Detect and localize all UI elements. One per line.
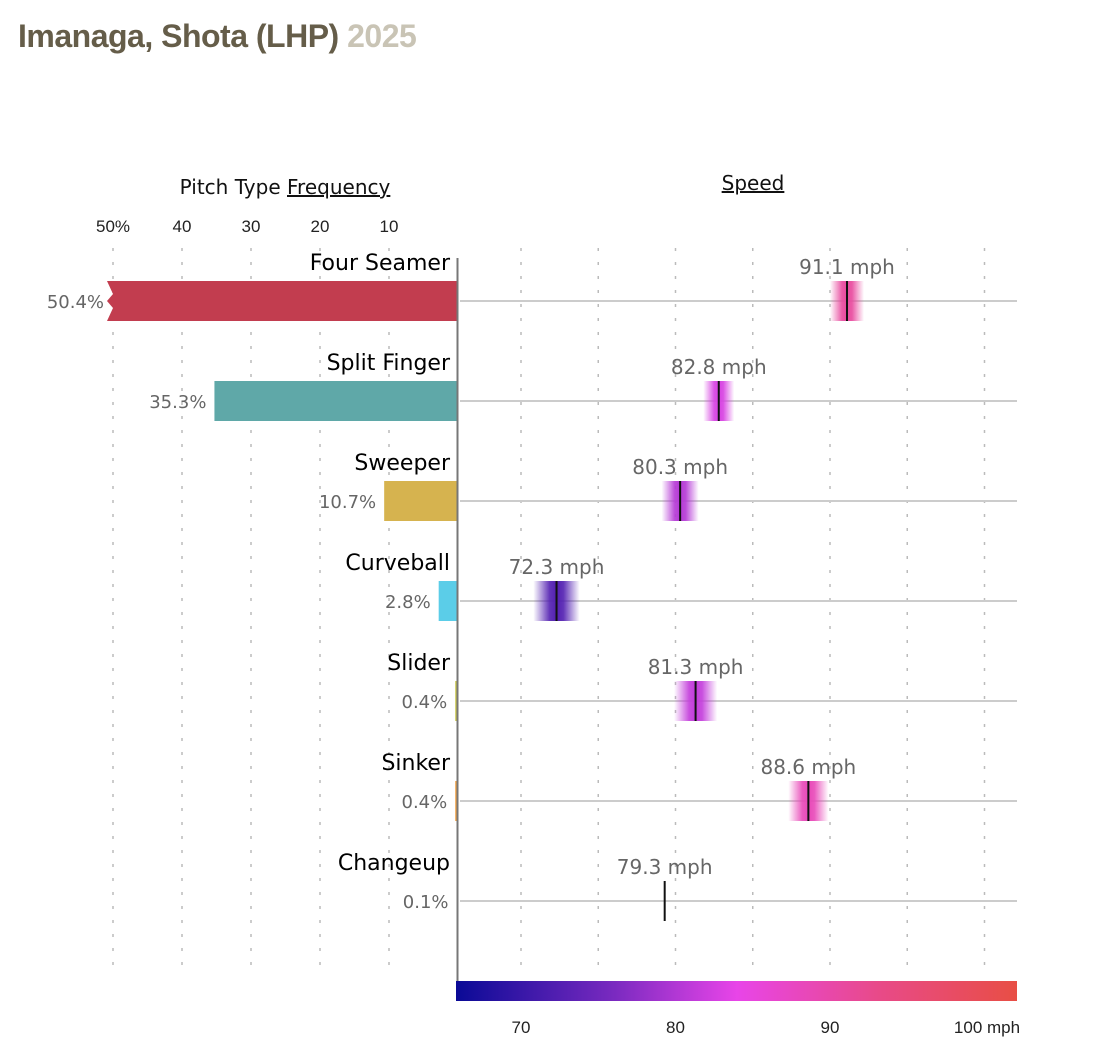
frequency-bar	[384, 481, 458, 521]
pitch-name: Slider	[387, 651, 451, 676]
speed-value-label: 88.6 mph	[760, 755, 856, 779]
frequency-bar	[438, 581, 458, 621]
pitch-row[interactable]: Sinker 0.4% 88.6 mph	[381, 751, 1017, 821]
speed-scale-labels: 70 80 90 100 mph	[512, 1018, 1021, 1037]
pitch-name: Sweeper	[354, 451, 451, 476]
pitch-row[interactable]: Slider 0.4% 81.3 mph	[387, 651, 1017, 721]
speed-value-label: 72.3 mph	[509, 555, 605, 579]
pitch-name: Changeup	[338, 851, 450, 876]
speed-title[interactable]: Speed	[722, 171, 785, 195]
pitch-rows: Four Seamer 50.4% 91.1 mph Split Finger 35.3…	[47, 251, 1017, 921]
speed-color-scale	[456, 981, 1017, 1001]
pitch-row[interactable]: Split Finger 35.3% 82.8 mph	[149, 351, 1017, 421]
speed-value-label: 91.1 mph	[799, 255, 895, 279]
frequency-title-plain: Pitch Type	[180, 175, 287, 199]
season-year: 2025	[347, 18, 417, 54]
speed-value-label: 82.8 mph	[671, 355, 767, 379]
speed-scale-label: 100 mph	[954, 1018, 1020, 1037]
speed-value-label: 80.3 mph	[632, 455, 728, 479]
frequency-value-label: 50.4%	[47, 292, 104, 313]
pitch-name: Sinker	[381, 751, 451, 776]
frequency-value-label: 2.8%	[385, 592, 431, 613]
frequency-ticks: 50% 40 30 20 10	[96, 217, 398, 236]
speed-value-label: 81.3 mph	[648, 655, 744, 679]
frequency-value-label: 35.3%	[149, 392, 206, 413]
frequency-value-label: 10.7%	[319, 492, 376, 513]
pitch-name: Split Finger	[327, 351, 451, 376]
speed-scale-label: 90	[821, 1018, 840, 1037]
frequency-title: Pitch Type Frequency	[180, 175, 391, 199]
frequency-tick-label: 50%	[96, 217, 130, 236]
frequency-bar	[214, 381, 458, 421]
page-title: Imanaga, Shota (LHP) 2025	[18, 18, 417, 55]
frequency-title-link[interactable]: Frequency	[287, 175, 390, 199]
frequency-tick-label: 30	[242, 217, 261, 236]
speed-scale-label: 80	[666, 1018, 685, 1037]
player-name: Imanaga, Shota (LHP)	[18, 18, 339, 54]
frequency-tick-label: 10	[380, 217, 399, 236]
frequency-value-label: 0.4%	[402, 792, 448, 813]
frequency-tick-label: 40	[173, 217, 192, 236]
frequency-tick-label: 20	[311, 217, 330, 236]
pitch-name: Four Seamer	[310, 251, 451, 276]
pitch-name: Curveball	[345, 551, 450, 576]
frequency-value-label: 0.1%	[403, 892, 449, 913]
frequency-bar	[107, 281, 458, 321]
pitch-row[interactable]: Changeup 0.1% 79.3 mph	[338, 851, 1017, 921]
frequency-value-label: 0.4%	[402, 692, 448, 713]
pitch-row[interactable]: Curveball 2.8% 72.3 mph	[345, 551, 1017, 621]
speed-value-label: 79.3 mph	[617, 855, 713, 879]
speed-scale-label: 70	[512, 1018, 531, 1037]
pitch-row[interactable]: Four Seamer 50.4% 91.1 mph	[47, 251, 1017, 321]
pitch-row[interactable]: Sweeper 10.7% 80.3 mph	[319, 451, 1017, 521]
